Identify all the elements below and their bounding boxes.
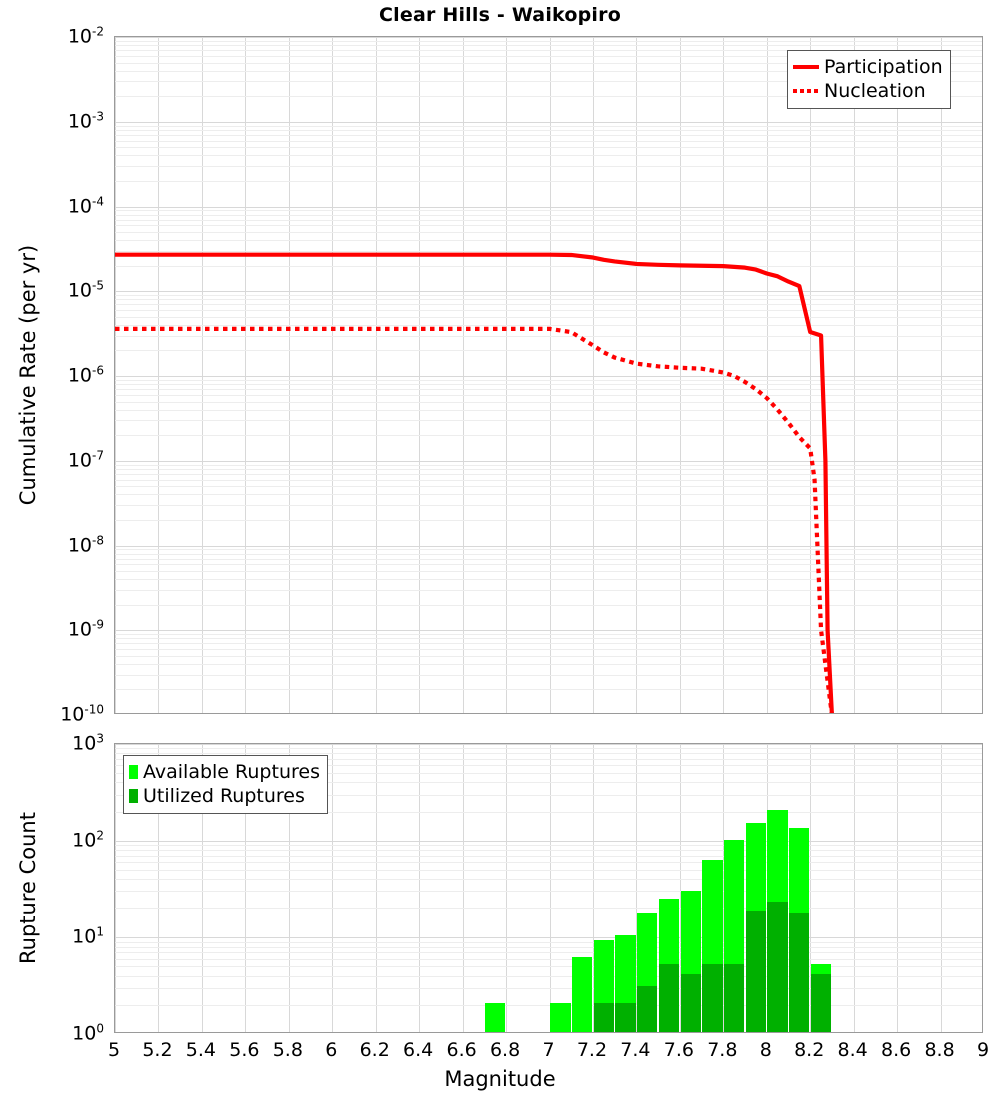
bottom-panel-legend: Available Ruptures Utilized Ruptures (123, 755, 328, 814)
x-tick-label: 5.4 (185, 1039, 216, 1061)
bar-segment-utilized (593, 1002, 614, 1032)
legend-label-nucleation: Nucleation (824, 80, 926, 102)
x-tick-label: 8 (759, 1039, 772, 1061)
histogram-bar (637, 913, 658, 1032)
solid-line-icon (793, 65, 819, 69)
x-tick-label: 9 (976, 1039, 990, 1061)
bar-segment-utilized (615, 1002, 636, 1032)
participation-curve (115, 252, 834, 713)
y-tick-label: 10-5 (67, 278, 104, 302)
histogram-bar (658, 898, 680, 1032)
available-color-swatch (129, 765, 138, 779)
rupture-histogram (115, 744, 982, 1032)
histogram-bar (615, 935, 636, 1032)
histogram-bar (767, 809, 788, 1032)
y-tick-label: 10-8 (67, 532, 104, 557)
y-tick-label: 102 (72, 827, 104, 852)
utilized-color-swatch (129, 789, 138, 803)
y-tick-label: 100 (72, 1021, 104, 1045)
y-tick-label: 10-4 (67, 193, 104, 218)
bar-segment-utilized (767, 902, 788, 1032)
x-tick-label: 7.4 (620, 1039, 651, 1061)
bar-segment-utilized (724, 964, 745, 1032)
bottom-y-axis-label: Rupture Count (16, 812, 40, 964)
histogram-bar (789, 827, 810, 1032)
cumulative-rate-plot (114, 36, 983, 714)
y-tick-label: 10-2 (67, 24, 104, 48)
legend-label-available-ruptures: Available Ruptures (143, 761, 320, 783)
mfd-curves (115, 252, 834, 713)
nucleation-curve (115, 326, 834, 713)
histogram-bar (571, 956, 593, 1032)
x-tick-label: 8.4 (837, 1039, 868, 1061)
y-tick-label: 101 (72, 924, 104, 948)
histogram-bar (810, 964, 832, 1032)
histogram-bar (745, 823, 767, 1032)
histogram-bar (593, 939, 614, 1032)
x-tick-label: 8.6 (880, 1039, 912, 1061)
legend-label-participation: Participation (824, 56, 943, 78)
x-tick-label: 7.2 (576, 1039, 608, 1061)
top-y-axis-label: Cumulative Rate (per yr) (16, 244, 40, 506)
x-tick-label: 6 (325, 1039, 338, 1061)
legend-label-utilized-ruptures: Utilized Ruptures (143, 785, 305, 807)
legend-item-available-ruptures: Available Ruptures (129, 760, 320, 784)
x-tick-label: 6.4 (403, 1039, 434, 1061)
bar-segment-utilized (745, 910, 767, 1032)
bar-segment-utilized (637, 985, 658, 1032)
x-axis-label: Magnitude (444, 1067, 556, 1091)
bar-segment-utilized (702, 964, 723, 1032)
histogram-bar (724, 839, 745, 1032)
x-tick-label: 7 (542, 1039, 555, 1061)
bar-segment-available (550, 1002, 571, 1032)
histogram-bar (550, 1002, 571, 1032)
y-tick-label: 10-6 (67, 363, 104, 387)
page-title: Clear Hills - Waikopiro (379, 4, 621, 26)
bar-segment-utilized (658, 964, 680, 1032)
legend-item-utilized-ruptures: Utilized Ruptures (129, 784, 320, 808)
legend-item-participation: Participation (793, 55, 943, 79)
top-panel-legend: Participation Nucleation (787, 50, 951, 109)
bar-segment-available (571, 956, 593, 1032)
x-tick-label: 6.6 (446, 1039, 477, 1061)
y-tick-label: 10-9 (67, 617, 104, 641)
x-tick-label: 7.8 (707, 1039, 738, 1061)
x-tick-label: 7.6 (663, 1039, 694, 1061)
x-tick-label: 8.2 (794, 1039, 825, 1061)
y-tick-label: 10-3 (67, 109, 104, 133)
legend-item-nucleation: Nucleation (793, 79, 943, 103)
x-tick-label: 6.8 (489, 1039, 521, 1061)
y-tick-label: 10-7 (67, 448, 104, 472)
x-tick-label: 6.2 (359, 1039, 390, 1061)
x-tick-label: 5.2 (142, 1039, 173, 1061)
y-tick-label: 10-10 (60, 702, 104, 726)
bar-segment-available (485, 1002, 506, 1032)
x-tick-label: 5 (107, 1039, 121, 1061)
bar-segment-utilized (680, 973, 701, 1032)
x-tick-label: 5.6 (229, 1039, 260, 1061)
y-tick-label: 103 (72, 731, 104, 755)
x-tick-label: 8.8 (924, 1039, 955, 1061)
x-tick-label: 5.8 (272, 1039, 303, 1061)
histogram-bar (485, 1002, 506, 1032)
histogram-bar (680, 890, 701, 1032)
bar-segment-utilized (810, 973, 832, 1032)
dotted-line-icon (793, 89, 819, 93)
bar-segment-utilized (789, 913, 810, 1032)
histogram-bar (702, 860, 723, 1032)
